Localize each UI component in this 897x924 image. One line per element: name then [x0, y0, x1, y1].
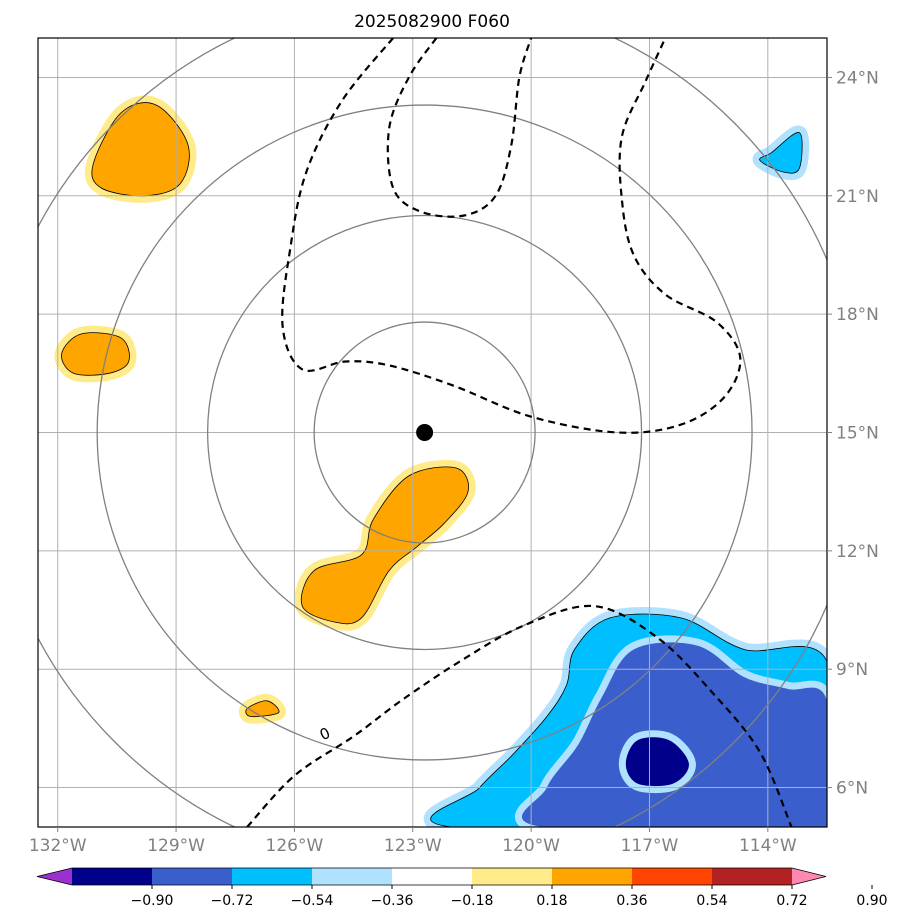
colorbar-box-8: [712, 868, 793, 885]
positive-band-center-outline: [300, 466, 469, 625]
contour-west-loop: [281, 38, 742, 434]
xtick-label-5: 117°W: [621, 836, 679, 856]
colorbar-tick-label-3: −0.36: [371, 893, 414, 909]
storm-center-marker: [416, 424, 434, 441]
positive-cell-nw-core: [91, 102, 190, 196]
contour-south: [246, 604, 793, 827]
ytick-label-0: 6°N: [836, 779, 868, 799]
center-marker-layer: [416, 424, 434, 441]
ytick-label-6: 24°N: [836, 68, 879, 88]
ytick-label-1: 9°N: [836, 660, 868, 680]
colorbar-tick-label-1: −0.72: [211, 893, 254, 909]
colorbar: −0.90 −0.72 −0.54 −0.36 −0.18 0.18 0.36 0.54 0.7…: [36, 867, 888, 909]
negative-min-se-core: [625, 737, 689, 787]
positive-cell-nw-outline: [91, 102, 190, 197]
colorbar-tick-label-8: 0.72: [776, 893, 807, 909]
xtick-label-0: 132°W: [29, 836, 87, 856]
range-rings: [38, 38, 827, 827]
colorbar-tick-label-5: 0.18: [536, 893, 567, 909]
range-ring-0: [313, 321, 536, 544]
colorbar-box-4: [392, 868, 473, 885]
negative-core-se: [515, 635, 827, 827]
ytick-label-3: 15°N: [836, 424, 879, 444]
xtick-label-6: 114°W: [739, 836, 797, 856]
colorbar-box-1: [152, 868, 233, 885]
ytick-label-4: 18°N: [836, 305, 879, 325]
map-plot-area: [38, 38, 827, 827]
latitude-ticks: 6°N 9°N 12°N 15°N 18°N 21°N 24°N: [827, 68, 879, 799]
colorbar-extend-high: [792, 868, 826, 885]
xtick-label-1: 129°W: [147, 836, 205, 856]
colorbar-tick-label-4: −0.18: [451, 893, 494, 909]
contour-north-loop: [386, 38, 533, 218]
ytick-label-5: 21°N: [836, 187, 879, 207]
xtick-label-4: 120°W: [502, 836, 560, 856]
range-ring-2: [96, 104, 753, 761]
positive-cell-w-outline: [61, 332, 130, 376]
colorbar-box-5: [472, 868, 553, 885]
colorbar-box-2: [232, 868, 313, 885]
negative-cell-ne-outline: [759, 132, 803, 174]
negative-region-se-outline: [430, 613, 827, 827]
colorbar-tick-label-2: −0.54: [291, 893, 334, 909]
colorbar-box-6: [552, 868, 633, 885]
chart-title: 2025082900 F060: [354, 12, 510, 32]
ytick-label-2: 12°N: [836, 542, 879, 562]
positive-band-center-core: [301, 466, 469, 624]
positive-cell-w: [54, 325, 137, 383]
positive-band-center: [294, 459, 476, 631]
colorbar-tick-label-7: 0.54: [696, 893, 727, 909]
colorbar-tick-label-9: 0.90: [856, 893, 887, 909]
positive-cell-nw: [84, 95, 197, 203]
colorbar-extend-low: [37, 868, 72, 885]
longitude-ticks: 132°W 129°W 126°W 123°W 120°W 117°W 114°W: [29, 827, 797, 856]
xtick-label-2: 126°W: [266, 836, 324, 856]
positive-cell-small-outline: [245, 700, 280, 718]
positive-cell-small: [238, 693, 286, 724]
negative-min-se: [618, 730, 696, 794]
colorbar-box-0: [72, 868, 153, 885]
colorbar-tick-label-0: −0.90: [131, 893, 174, 909]
colorbar-box-7: [632, 868, 713, 885]
colorbar-tick-label-6: 0.36: [616, 893, 647, 909]
filled-contours: [54, 95, 827, 827]
negative-core-se-core: [522, 642, 827, 827]
colorbar-outline: [36, 867, 827, 886]
range-ring-1: [206, 214, 643, 651]
positive-cell-w-core: [61, 332, 130, 376]
xtick-label-3: 123°W: [384, 836, 442, 856]
dashed-contours: [246, 38, 793, 827]
colorbar-box-3: [312, 868, 393, 885]
